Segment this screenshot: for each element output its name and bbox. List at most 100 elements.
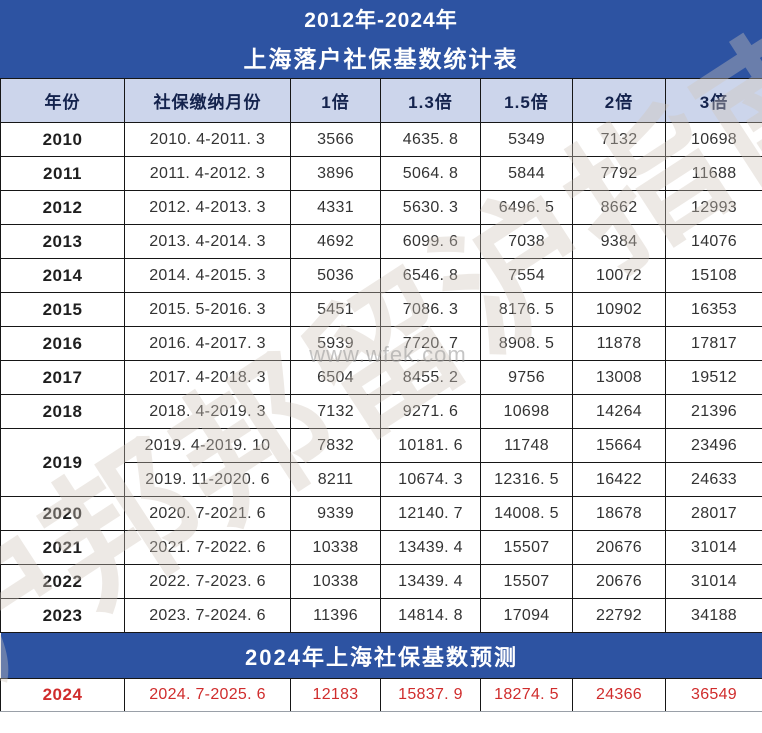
period-cell: 2023. 7-2024. 6 [125, 599, 291, 633]
value-cell: 6504 [291, 361, 381, 395]
value-cell: 9339 [291, 497, 381, 531]
value-cell: 10338 [291, 531, 381, 565]
value-cell: 14008. 5 [481, 497, 573, 531]
forecast-value-cell: 12183 [291, 679, 381, 712]
period-cell: 2012. 4-2013. 3 [125, 191, 291, 225]
value-cell: 11688 [666, 157, 762, 191]
column-header-6: 3倍 [666, 79, 762, 123]
period-cell: 2013. 4-2014. 3 [125, 225, 291, 259]
value-cell: 13439. 4 [381, 531, 481, 565]
value-cell: 8211 [291, 463, 381, 497]
value-cell: 7132 [291, 395, 381, 429]
value-cell: 15507 [481, 531, 573, 565]
title-year-range: 2012年-2024年 [304, 4, 457, 34]
year-cell: 2017 [1, 361, 125, 395]
period-cell: 2010. 4-2011. 3 [125, 123, 291, 157]
value-cell: 5939 [291, 327, 381, 361]
year-cell: 2014 [1, 259, 125, 293]
value-cell: 6496. 5 [481, 191, 573, 225]
value-cell: 11748 [481, 429, 573, 463]
column-header-1: 社保缴纳月份 [125, 79, 291, 123]
value-cell: 7720. 7 [381, 327, 481, 361]
period-cell: 2017. 4-2018. 3 [125, 361, 291, 395]
period-cell: 2016. 4-2017. 3 [125, 327, 291, 361]
value-cell: 5064. 8 [381, 157, 481, 191]
value-cell: 8176. 5 [481, 293, 573, 327]
value-cell: 8662 [573, 191, 666, 225]
value-cell: 10072 [573, 259, 666, 293]
value-cell: 10698 [481, 395, 573, 429]
value-cell: 16422 [573, 463, 666, 497]
value-cell: 4331 [291, 191, 381, 225]
value-cell: 15507 [481, 565, 573, 599]
value-cell: 12140. 7 [381, 497, 481, 531]
value-cell: 31014 [666, 531, 762, 565]
value-cell: 34188 [666, 599, 762, 633]
forecast-value-cell: 15837. 9 [381, 679, 481, 712]
year-cell: 2023 [1, 599, 125, 633]
value-cell: 14264 [573, 395, 666, 429]
value-cell: 6546. 8 [381, 259, 481, 293]
value-cell: 17094 [481, 599, 573, 633]
value-cell: 11396 [291, 599, 381, 633]
value-cell: 3566 [291, 123, 381, 157]
value-cell: 5844 [481, 157, 573, 191]
forecast-period-cell: 2024. 7-2025. 6 [125, 679, 291, 712]
value-cell: 7038 [481, 225, 573, 259]
period-cell: 2021. 7-2022. 6 [125, 531, 291, 565]
column-header-0: 年份 [1, 79, 125, 123]
period-cell: 2014. 4-2015. 3 [125, 259, 291, 293]
period-cell: 2019. 11-2020. 6 [125, 463, 291, 497]
forecast-banner-row: 2024年上海社保基数预测 [1, 633, 762, 679]
year-cell: 2020 [1, 497, 125, 531]
year-cell: 2010 [1, 123, 125, 157]
value-cell: 6099. 6 [381, 225, 481, 259]
year-cell: 2013 [1, 225, 125, 259]
value-cell: 7086. 3 [381, 293, 481, 327]
value-cell: 15664 [573, 429, 666, 463]
period-cell: 2015. 5-2016. 3 [125, 293, 291, 327]
value-cell: 13008 [573, 361, 666, 395]
value-cell: 11878 [573, 327, 666, 361]
column-header-4: 1.5倍 [481, 79, 573, 123]
value-cell: 8908. 5 [481, 327, 573, 361]
period-cell: 2020. 7-2021. 6 [125, 497, 291, 531]
forecast-year-cell: 2024 [1, 679, 125, 712]
value-cell: 21396 [666, 395, 762, 429]
year-cell: 2016 [1, 327, 125, 361]
year-cell: 2012 [1, 191, 125, 225]
value-cell: 31014 [666, 565, 762, 599]
year-cell: 2021 [1, 531, 125, 565]
forecast-value-cell: 36549 [666, 679, 762, 712]
column-header-3: 1.3倍 [381, 79, 481, 123]
table-title-banner: 2012年-2024年 上海落户社保基数统计表 [0, 0, 762, 78]
value-cell: 16353 [666, 293, 762, 327]
value-cell: 12993 [666, 191, 762, 225]
value-cell: 9756 [481, 361, 573, 395]
period-cell: 2019. 4-2019. 10 [125, 429, 291, 463]
page-title: 上海落户社保基数统计表 [244, 40, 519, 74]
year-cell: 2019 [1, 429, 125, 497]
year-cell: 2018 [1, 395, 125, 429]
value-cell: 7832 [291, 429, 381, 463]
value-cell: 7792 [573, 157, 666, 191]
year-cell: 2022 [1, 565, 125, 599]
forecast-data-row: 2024 2024. 7-2025. 6 12183 15837. 9 1827… [1, 679, 762, 712]
value-cell: 5630. 3 [381, 191, 481, 225]
value-cell: 18678 [573, 497, 666, 531]
value-cell: 10902 [573, 293, 666, 327]
value-cell: 10181. 6 [381, 429, 481, 463]
value-cell: 22792 [573, 599, 666, 633]
value-cell: 5451 [291, 293, 381, 327]
value-cell: 9271. 6 [381, 395, 481, 429]
column-header-5: 2倍 [573, 79, 666, 123]
